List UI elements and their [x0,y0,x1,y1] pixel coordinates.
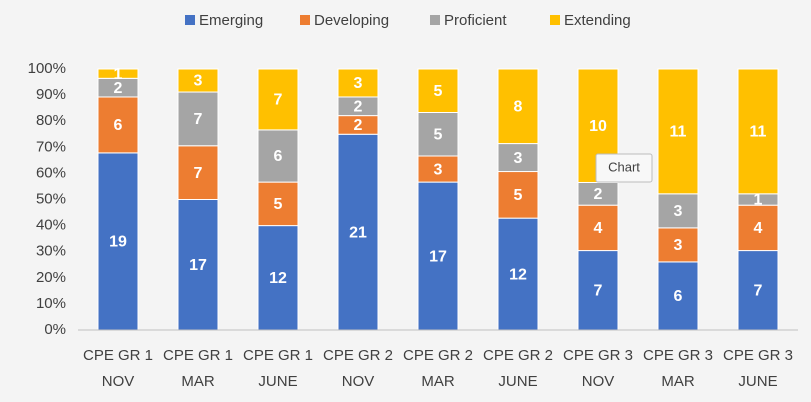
bar-segment [577,204,619,252]
bar-segment [417,68,459,113]
legend-swatch [550,15,560,25]
data-label: 7 [594,283,603,300]
data-label: 6 [274,148,283,165]
data-label: 3 [354,75,363,92]
data-label: 6 [114,117,123,134]
data-label: 2 [354,117,363,134]
data-label: 11 [750,124,767,141]
x-tick-label: JUNE [498,373,537,390]
data-label: 7 [194,111,203,128]
bar-segment [97,68,139,79]
data-label: 1 [114,66,123,83]
x-tick-label: CPE GR 2 [323,347,393,364]
x-tick-label: NOV [342,373,375,390]
bar-segment [417,112,459,157]
y-tick-label: 50% [36,190,66,207]
bar-segment [737,250,779,331]
legend-label: Emerging [199,12,263,29]
data-label: 3 [194,73,203,90]
data-label: 11 [670,124,687,141]
data-label: 5 [434,83,443,100]
x-tick-label: CPE GR 3 [723,347,793,364]
x-tick-label: CPE GR 1 [163,347,233,364]
x-tick-label: JUNE [258,373,297,390]
y-tick-label: 70% [36,138,66,155]
bar-segment [337,68,379,98]
bar-segment [177,199,219,331]
bar-segment [657,193,699,229]
data-label: 3 [674,237,683,254]
y-tick-label: 100% [28,60,66,77]
data-label: 10 [589,118,607,135]
bar-segment [337,133,379,331]
data-label: 3 [514,150,523,167]
data-label: 7 [274,92,283,109]
bar-segment [97,152,139,331]
bar-segment [177,91,219,147]
y-tick-label: 90% [36,86,66,103]
bar-segment [497,68,539,145]
bar-segment [657,68,699,195]
data-label: 5 [514,187,523,204]
bar-segment [497,171,539,219]
x-tick-label: CPE GR 2 [483,347,553,364]
data-label: 2 [114,80,123,97]
legend-swatch [430,15,440,25]
data-label: 21 [349,224,367,241]
x-tick-label: NOV [582,373,615,390]
tooltip-text: Chart [608,159,640,174]
x-tick-label: CPE GR 3 [563,347,633,364]
tooltip-box [595,153,653,183]
data-label: 8 [514,99,523,116]
y-tick-label: 0% [44,321,66,338]
y-tick-label: 20% [36,269,66,286]
y-tick-label: 60% [36,164,66,181]
x-tick-label: CPE GR 2 [403,347,473,364]
data-label: 7 [754,283,763,300]
data-label: 4 [594,220,603,237]
y-tick-label: 80% [36,112,66,129]
data-label: 7 [194,165,203,182]
data-label: 3 [434,161,443,178]
bar-segment [497,217,539,331]
legend-swatch [300,15,310,25]
y-tick-label: 30% [36,243,66,260]
legend-swatch [185,15,195,25]
legend-label: Extending [564,12,631,29]
legend-label: Proficient [444,12,507,29]
data-label: 17 [429,248,447,265]
data-label: 12 [269,270,287,287]
bar-segment [177,68,219,93]
x-tick-label: NOV [102,373,135,390]
data-label: 4 [754,220,763,237]
bar-segment [417,155,459,183]
data-label: 1 [754,192,763,209]
data-label: 17 [189,257,207,274]
data-label: 2 [594,186,603,203]
data-label: 3 [674,203,683,220]
y-tick-label: 40% [36,217,66,234]
data-label: 2 [354,99,363,116]
x-tick-label: MAR [181,373,215,390]
x-tick-label: MAR [421,373,455,390]
x-tick-label: CPE GR 3 [643,347,713,364]
bar-segment [497,143,539,173]
data-label: 19 [109,234,127,251]
x-tick-label: CPE GR 1 [83,347,153,364]
data-label: 6 [674,288,683,305]
data-label: 12 [509,266,527,283]
x-tick-label: MAR [661,373,695,390]
x-tick-label: JUNE [738,373,777,390]
x-tick-label: CPE GR 1 [243,347,313,364]
bar-segment [257,68,299,131]
bar-segment [417,181,459,331]
data-label: 5 [274,196,283,213]
y-tick-label: 10% [36,295,66,312]
data-label: 5 [434,126,443,143]
legend-label: Developing [314,12,389,29]
bar-segment [737,68,779,195]
